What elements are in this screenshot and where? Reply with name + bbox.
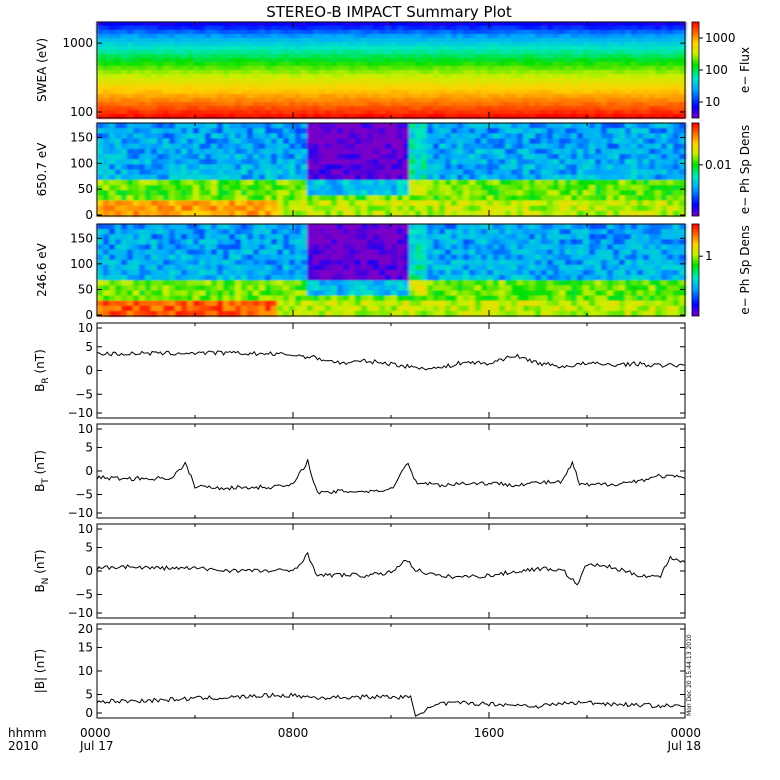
colorbar-3: 1 e− Ph Sp Dens: [691, 223, 752, 317]
panel-4: 10 5 0 −5 −10 BR (nT): [33, 321, 686, 420]
y-tick-label: 0: [85, 706, 93, 720]
y-tick-label: 15: [78, 641, 93, 655]
panel-frame: [96, 322, 686, 419]
y-axis-label: BN (nT): [33, 549, 51, 592]
colorbar-tick-label: 1: [705, 249, 713, 263]
heatmap-cells: [97, 224, 686, 317]
x-axis-row1-label: hhmm: [8, 726, 47, 740]
colorbar-gradient: [691, 122, 700, 217]
y-tick-label: −5: [75, 588, 93, 602]
colorbar-gradient: [691, 223, 700, 317]
series-line: [96, 459, 686, 495]
panel-frame: [96, 423, 686, 519]
colorbar-gradient: [691, 21, 700, 119]
y-axis-label: 650.7 eV: [35, 142, 49, 197]
y-tick-label: 5: [85, 441, 93, 455]
panel-3: 1 e− Ph Sp Dens 150 100 50 0 246.6 eV: [35, 223, 752, 322]
x-axis-row2-label: 2010: [8, 739, 39, 753]
y-tick-label: −10: [68, 506, 93, 520]
y-tick-label: 100: [70, 257, 93, 271]
y-axis-label: SWEA (eV): [35, 38, 49, 102]
heatmap-cells: [97, 123, 686, 217]
y-axis-label: BR (nT): [33, 349, 51, 392]
y-tick-label: −5: [75, 387, 93, 401]
x-tick-label-time: 0800: [278, 726, 309, 740]
y-tick-label: 0: [85, 364, 93, 378]
colorbar-2: 0.01 e− Ph Sp Dens: [691, 122, 752, 217]
colorbar-label: e− Flux: [738, 47, 752, 93]
y-tick-label: −10: [68, 606, 93, 620]
series-line: [96, 551, 686, 586]
y-tick-label: 10: [78, 664, 93, 678]
x-tick-label-date: Jul 17: [79, 739, 114, 753]
y-tick-label: 5: [85, 541, 93, 555]
y-tick-label: 0: [85, 308, 93, 322]
y-tick-label: 10: [78, 522, 93, 536]
colorbar-1: 1000 100 10 e− Flux: [691, 21, 752, 119]
panel-2: 0.01 e− Ph Sp Dens 150 100 50 0 650.7 eV: [35, 122, 752, 222]
y-tick-label: 0: [85, 208, 93, 222]
timestamp-stamp: Mon Dec 20 15:44:13 2010: [686, 634, 693, 716]
panel-frame: [96, 523, 686, 619]
y-axis-label: 246.6 eV: [35, 242, 49, 297]
y-tick-label: −5: [75, 488, 93, 502]
y-tick-label: 150: [70, 131, 93, 145]
y-axis-label: BT (nT): [33, 450, 51, 492]
colorbar-tick-label: 0.01: [705, 158, 732, 172]
y-tick-label: 150: [70, 231, 93, 245]
y-tick-label: 50: [78, 282, 93, 296]
colorbar-tick-label: 100: [705, 63, 728, 77]
y-tick-label: 100: [70, 105, 93, 119]
y-tick-label: 100: [70, 156, 93, 170]
panel-7: 20 15 10 5 0 |B| (nT): [33, 622, 686, 720]
y-tick-label: 10: [78, 422, 93, 436]
panel-6: 10 5 0 −5 −10 BN (nT): [33, 522, 686, 620]
series-line: [96, 350, 686, 371]
y-tick-label: 20: [78, 622, 93, 636]
y-tick-label: 50: [78, 182, 93, 196]
y-tick-label: 0: [85, 464, 93, 478]
colorbar-tick-label: 10: [705, 95, 720, 109]
x-tick-label-time: 0000: [670, 726, 701, 740]
y-tick-label: 1000: [62, 36, 93, 50]
panel-5: 10 5 0 −5 −10 BT (nT): [33, 422, 686, 520]
x-tick-label-date: Jul 18: [666, 739, 701, 753]
colorbar-label: e− Ph Sp Dens: [738, 225, 752, 314]
y-tick-label: 0: [85, 564, 93, 578]
colorbar-label: e− Ph Sp Dens: [738, 125, 752, 214]
heatmap-cells: [97, 22, 686, 119]
colorbar-tick-label: 1000: [705, 31, 736, 45]
x-tick-label-time: 0000: [80, 726, 111, 740]
series-line: [96, 692, 686, 717]
y-tick-label: 10: [78, 321, 93, 335]
y-tick-label: 5: [85, 688, 93, 702]
y-tick-label: −10: [68, 406, 93, 420]
x-tick-label-time: 1600: [474, 726, 505, 740]
y-tick-label: 5: [85, 340, 93, 354]
plot-title: STEREO-B IMPACT Summary Plot: [266, 3, 512, 21]
y-axis-label: |B| (nT): [33, 649, 47, 693]
